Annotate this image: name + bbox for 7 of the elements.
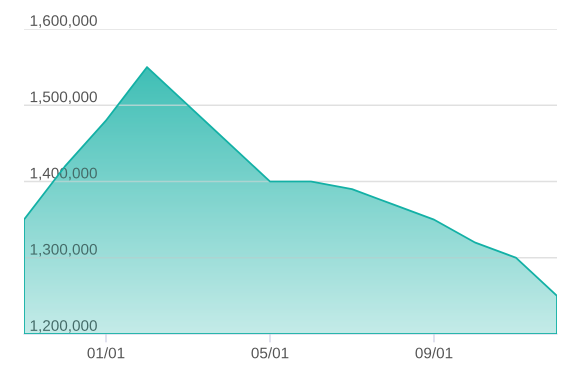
x-tick-label: 01/01 [87, 347, 124, 358]
y-tick-label: 1,200,000 [30, 320, 97, 333]
y-tick-label: 1,600,000 [30, 15, 97, 28]
y-tick-label: 1,500,000 [30, 91, 97, 104]
x-tick-label: 05/01 [251, 347, 288, 358]
x-tick-label: 09/01 [415, 347, 452, 358]
y-tick-label: 1,300,000 [30, 244, 97, 257]
